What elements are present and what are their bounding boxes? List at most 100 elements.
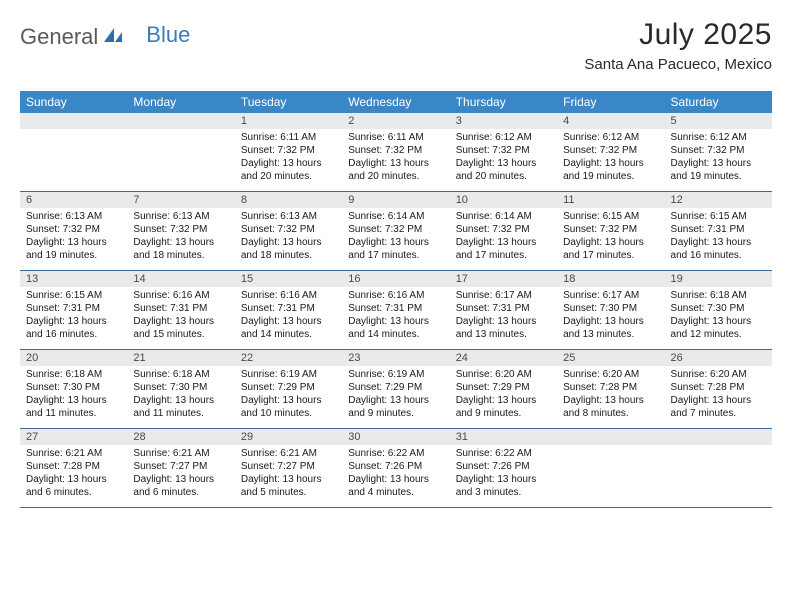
calendar-day-cell: 7Sunrise: 6:13 AMSunset: 7:32 PMDaylight…	[127, 192, 234, 271]
day-number: 1	[235, 113, 342, 129]
day-number: 23	[342, 350, 449, 366]
calendar-day-cell: 13Sunrise: 6:15 AMSunset: 7:31 PMDayligh…	[20, 271, 127, 350]
day-details: Sunrise: 6:19 AMSunset: 7:29 PMDaylight:…	[342, 366, 449, 428]
day-details: Sunrise: 6:21 AMSunset: 7:27 PMDaylight:…	[235, 445, 342, 507]
calendar-day-cell: 30Sunrise: 6:22 AMSunset: 7:26 PMDayligh…	[342, 429, 449, 508]
calendar-day-cell: 22Sunrise: 6:19 AMSunset: 7:29 PMDayligh…	[235, 350, 342, 429]
calendar-day-cell: 20Sunrise: 6:18 AMSunset: 7:30 PMDayligh…	[20, 350, 127, 429]
day-details: Sunrise: 6:12 AMSunset: 7:32 PMDaylight:…	[665, 129, 772, 191]
day-number: 10	[450, 192, 557, 208]
calendar-day-cell: 29Sunrise: 6:21 AMSunset: 7:27 PMDayligh…	[235, 429, 342, 508]
calendar-empty-cell	[665, 429, 772, 508]
day-number: 11	[557, 192, 664, 208]
weekday-header: Wednesday	[342, 91, 449, 113]
weekday-header: Thursday	[450, 91, 557, 113]
calendar-day-cell: 21Sunrise: 6:18 AMSunset: 7:30 PMDayligh…	[127, 350, 234, 429]
day-details: Sunrise: 6:21 AMSunset: 7:27 PMDaylight:…	[127, 445, 234, 507]
day-details: Sunrise: 6:12 AMSunset: 7:32 PMDaylight:…	[450, 129, 557, 191]
day-number: 12	[665, 192, 772, 208]
calendar-day-cell: 6Sunrise: 6:13 AMSunset: 7:32 PMDaylight…	[20, 192, 127, 271]
location-label: Santa Ana Pacueco, Mexico	[584, 56, 772, 73]
day-details: Sunrise: 6:18 AMSunset: 7:30 PMDaylight:…	[20, 366, 127, 428]
calendar-day-cell: 3Sunrise: 6:12 AMSunset: 7:32 PMDaylight…	[450, 113, 557, 192]
calendar-day-cell: 24Sunrise: 6:20 AMSunset: 7:29 PMDayligh…	[450, 350, 557, 429]
day-details: Sunrise: 6:22 AMSunset: 7:26 PMDaylight:…	[450, 445, 557, 507]
day-number: 4	[557, 113, 664, 129]
calendar-day-cell: 2Sunrise: 6:11 AMSunset: 7:32 PMDaylight…	[342, 113, 449, 192]
day-details: Sunrise: 6:18 AMSunset: 7:30 PMDaylight:…	[127, 366, 234, 428]
day-details: Sunrise: 6:20 AMSunset: 7:29 PMDaylight:…	[450, 366, 557, 428]
calendar-day-cell: 18Sunrise: 6:17 AMSunset: 7:30 PMDayligh…	[557, 271, 664, 350]
day-number: 26	[665, 350, 772, 366]
weekday-header: Monday	[127, 91, 234, 113]
day-details: Sunrise: 6:16 AMSunset: 7:31 PMDaylight:…	[127, 287, 234, 349]
day-details: Sunrise: 6:13 AMSunset: 7:32 PMDaylight:…	[20, 208, 127, 270]
day-number	[665, 429, 772, 445]
calendar-day-cell: 25Sunrise: 6:20 AMSunset: 7:28 PMDayligh…	[557, 350, 664, 429]
weekday-header: Saturday	[665, 91, 772, 113]
weekday-header: Sunday	[20, 91, 127, 113]
calendar-empty-cell	[557, 429, 664, 508]
weekday-header: Friday	[557, 91, 664, 113]
day-details: Sunrise: 6:14 AMSunset: 7:32 PMDaylight:…	[450, 208, 557, 270]
day-details: Sunrise: 6:15 AMSunset: 7:31 PMDaylight:…	[20, 287, 127, 349]
calendar-day-cell: 8Sunrise: 6:13 AMSunset: 7:32 PMDaylight…	[235, 192, 342, 271]
day-details	[557, 445, 664, 501]
day-number: 15	[235, 271, 342, 287]
calendar-day-cell: 15Sunrise: 6:16 AMSunset: 7:31 PMDayligh…	[235, 271, 342, 350]
day-details: Sunrise: 6:16 AMSunset: 7:31 PMDaylight:…	[235, 287, 342, 349]
day-details: Sunrise: 6:17 AMSunset: 7:31 PMDaylight:…	[450, 287, 557, 349]
day-details: Sunrise: 6:18 AMSunset: 7:30 PMDaylight:…	[665, 287, 772, 349]
calendar-row: 13Sunrise: 6:15 AMSunset: 7:31 PMDayligh…	[20, 271, 772, 350]
day-details: Sunrise: 6:16 AMSunset: 7:31 PMDaylight:…	[342, 287, 449, 349]
day-details: Sunrise: 6:13 AMSunset: 7:32 PMDaylight:…	[127, 208, 234, 270]
day-number: 5	[665, 113, 772, 129]
day-number: 13	[20, 271, 127, 287]
day-details: Sunrise: 6:13 AMSunset: 7:32 PMDaylight:…	[235, 208, 342, 270]
calendar-day-cell: 16Sunrise: 6:16 AMSunset: 7:31 PMDayligh…	[342, 271, 449, 350]
day-number: 9	[342, 192, 449, 208]
day-number: 28	[127, 429, 234, 445]
calendar-day-cell: 23Sunrise: 6:19 AMSunset: 7:29 PMDayligh…	[342, 350, 449, 429]
day-number	[20, 113, 127, 129]
calendar-day-cell: 12Sunrise: 6:15 AMSunset: 7:31 PMDayligh…	[665, 192, 772, 271]
title-block: July 2025 Santa Ana Pacueco, Mexico	[584, 18, 772, 73]
day-number: 22	[235, 350, 342, 366]
calendar-body: 1Sunrise: 6:11 AMSunset: 7:32 PMDaylight…	[20, 113, 772, 508]
calendar-day-cell: 4Sunrise: 6:12 AMSunset: 7:32 PMDaylight…	[557, 113, 664, 192]
calendar-row: 20Sunrise: 6:18 AMSunset: 7:30 PMDayligh…	[20, 350, 772, 429]
day-number: 18	[557, 271, 664, 287]
day-details: Sunrise: 6:21 AMSunset: 7:28 PMDaylight:…	[20, 445, 127, 507]
logo-text-blue: Blue	[146, 22, 190, 48]
logo-text-general: General	[20, 24, 98, 50]
weekday-header-row: SundayMondayTuesdayWednesdayThursdayFrid…	[20, 91, 772, 113]
day-details: Sunrise: 6:20 AMSunset: 7:28 PMDaylight:…	[665, 366, 772, 428]
calendar-empty-cell	[127, 113, 234, 192]
day-number: 27	[20, 429, 127, 445]
calendar-day-cell: 17Sunrise: 6:17 AMSunset: 7:31 PMDayligh…	[450, 271, 557, 350]
calendar-empty-cell	[20, 113, 127, 192]
day-number: 7	[127, 192, 234, 208]
calendar-day-cell: 5Sunrise: 6:12 AMSunset: 7:32 PMDaylight…	[665, 113, 772, 192]
page-title: July 2025	[584, 18, 772, 52]
day-details: Sunrise: 6:11 AMSunset: 7:32 PMDaylight:…	[235, 129, 342, 191]
day-details: Sunrise: 6:15 AMSunset: 7:31 PMDaylight:…	[665, 208, 772, 270]
weekday-header: Tuesday	[235, 91, 342, 113]
calendar-day-cell: 27Sunrise: 6:21 AMSunset: 7:28 PMDayligh…	[20, 429, 127, 508]
calendar-day-cell: 26Sunrise: 6:20 AMSunset: 7:28 PMDayligh…	[665, 350, 772, 429]
day-details	[665, 445, 772, 501]
calendar-day-cell: 11Sunrise: 6:15 AMSunset: 7:32 PMDayligh…	[557, 192, 664, 271]
day-details	[20, 129, 127, 185]
day-details	[127, 129, 234, 185]
day-number: 6	[20, 192, 127, 208]
day-number: 8	[235, 192, 342, 208]
day-number: 24	[450, 350, 557, 366]
day-number: 30	[342, 429, 449, 445]
calendar-day-cell: 28Sunrise: 6:21 AMSunset: 7:27 PMDayligh…	[127, 429, 234, 508]
day-details: Sunrise: 6:19 AMSunset: 7:29 PMDaylight:…	[235, 366, 342, 428]
calendar-row: 6Sunrise: 6:13 AMSunset: 7:32 PMDaylight…	[20, 192, 772, 271]
calendar-day-cell: 9Sunrise: 6:14 AMSunset: 7:32 PMDaylight…	[342, 192, 449, 271]
calendar-day-cell: 10Sunrise: 6:14 AMSunset: 7:32 PMDayligh…	[450, 192, 557, 271]
day-number: 16	[342, 271, 449, 287]
header: General Blue July 2025 Santa Ana Pacueco…	[20, 18, 772, 73]
